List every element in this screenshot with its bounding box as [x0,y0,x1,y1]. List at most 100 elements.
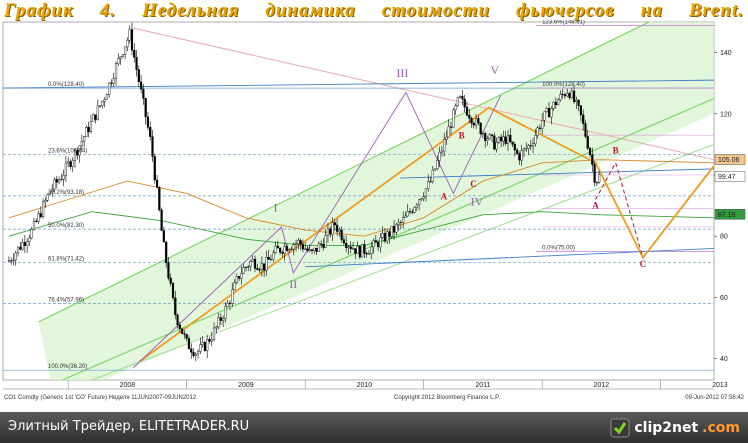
candle-body [493,135,496,150]
candle-body [103,99,106,102]
candle-body [559,93,562,101]
candle-body [552,101,555,109]
candle-body [126,40,129,48]
x-tick-label: 2010 [357,382,373,389]
candle-body [383,232,387,242]
fib-label: 50.0%(82.30) [48,223,84,229]
wave-label: III [396,66,408,80]
candle-body [413,207,416,213]
candle-body [251,258,254,262]
candle-body [479,122,482,135]
candle-body [208,339,211,342]
candle-body [545,108,548,112]
candle-body [495,142,498,150]
correction-label: A [441,191,448,201]
blue-line [305,247,715,268]
candle-body [525,148,528,150]
correction-label: B [613,146,619,156]
candle-body [276,245,279,249]
candle-body [538,127,541,129]
channel-line [38,21,650,323]
candle-body [144,98,147,118]
candle-body [64,162,67,176]
candle-body [310,249,314,252]
candle-body [427,181,430,189]
candle-body [541,120,544,129]
candle-body [130,29,134,51]
candle-body [290,248,293,250]
candle-body [531,143,535,147]
candle-body [317,243,320,252]
candle-body [39,213,42,218]
footnote-timestamp: 09-Jun-2012 07:56:42 [685,395,744,401]
candle-body [438,151,441,161]
candle-body [390,226,393,237]
candle-body [422,196,425,199]
candle-body [87,126,90,133]
candle-body [192,352,195,356]
candle-body [406,211,409,217]
candle-body [51,188,54,193]
candle-body [534,135,537,144]
candle-body [256,268,259,270]
candle-body [71,160,74,167]
candle-body [582,114,585,124]
candle-body [215,326,218,329]
logo-suffix: .com [702,419,740,436]
candle-body [158,187,161,211]
candle-body [201,342,204,345]
candle-body [347,246,350,248]
wave-label: V [490,63,499,77]
candle-body [219,317,222,321]
candle-body [14,252,17,261]
candle-body [418,199,421,206]
candle-body [247,266,250,268]
candle-body [529,145,532,147]
candle-body [459,95,462,98]
candle-body [561,93,564,95]
candle-body [23,242,26,246]
title-word: стоимости [381,0,491,21]
candle-body [593,164,596,183]
candle-body [424,188,428,197]
candle-body [89,121,93,133]
candle-body [28,237,31,242]
candle-body [21,242,24,250]
candle-body [481,133,485,135]
candle-body [429,181,432,183]
candle-body [345,242,348,248]
candle-body [572,90,576,102]
candle-body [139,81,143,90]
footnote-copyright: Copyright 2012 Bloomberg Finance L.P. [394,395,500,401]
candle-body [452,109,455,128]
candle-body [112,78,115,84]
candle-body [397,222,400,225]
clip-icon [610,418,630,437]
candle-body [575,99,578,102]
title-word: 4. [99,0,116,21]
x-tick-label: 2008 [120,382,136,389]
candle-body [183,333,186,335]
candle-body [178,324,181,329]
candle-body [579,105,583,116]
candle-body [554,101,557,106]
y-tick-label: 40 [720,356,728,363]
candle-body [313,247,316,252]
candle-body [108,82,111,95]
candle-body [288,249,291,251]
clip2net-logo[interactable]: clip2net .com [610,414,740,441]
candle-body [78,145,81,156]
candle-body [169,277,172,284]
candle-body [98,105,102,107]
candle-body [354,248,357,254]
candle-body [37,213,40,222]
candle-body [222,318,225,321]
candle-body [19,246,22,250]
candle-body [292,244,295,250]
candle-body [272,252,275,260]
candle-body [217,317,220,328]
candle-body [322,244,325,248]
candle-body [477,118,480,124]
candle-body [12,259,15,262]
candle-body [176,314,179,326]
